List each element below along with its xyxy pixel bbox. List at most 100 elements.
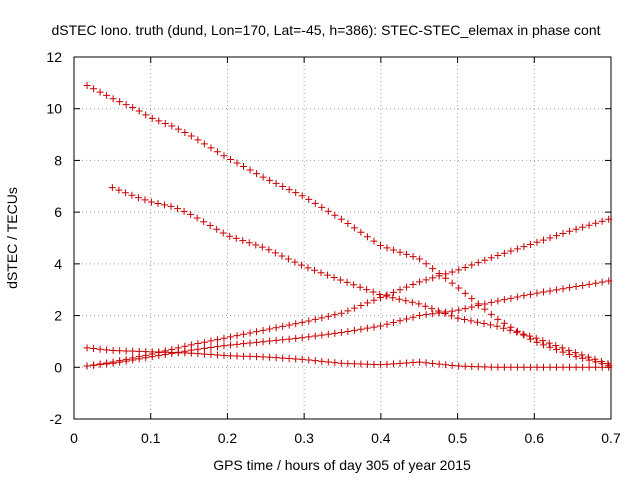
data-point [442, 308, 450, 316]
data-point [265, 246, 273, 254]
data-point [468, 295, 476, 303]
data-point [520, 243, 528, 251]
data-point [403, 315, 411, 323]
data-point [390, 288, 398, 296]
data-point [474, 259, 482, 267]
data-point [207, 344, 215, 352]
data-point [200, 350, 208, 358]
data-point [292, 189, 300, 197]
data-point [129, 104, 137, 112]
x-tick-label: 0.5 [448, 430, 468, 446]
data-point [579, 354, 587, 362]
data-point [383, 320, 391, 328]
data-point [429, 310, 437, 318]
data-point [526, 335, 534, 343]
data-point [219, 229, 227, 237]
data-point [278, 252, 286, 260]
data-point [487, 254, 495, 262]
data-point [207, 144, 215, 152]
data-point [566, 363, 574, 371]
data-point [259, 338, 267, 346]
x-tick-label: 0.2 [218, 430, 238, 446]
data-point [592, 363, 600, 371]
data-point [292, 355, 300, 363]
data-point [585, 221, 593, 229]
data-point [494, 363, 502, 371]
data-point [435, 360, 443, 368]
data-point [187, 210, 195, 218]
data-point [390, 246, 398, 254]
data-point [168, 122, 176, 130]
data-point [546, 363, 554, 371]
series-2 [108, 184, 612, 368]
data-point [259, 353, 267, 361]
data-point [605, 363, 613, 371]
data-point [533, 238, 541, 246]
data-point [180, 207, 188, 215]
data-point [135, 347, 143, 355]
y-tick-label: -2 [50, 411, 63, 427]
data-point [500, 324, 508, 332]
y-tick-label: 2 [54, 308, 62, 324]
data-point [455, 306, 463, 314]
data-point [559, 285, 567, 293]
data-point [376, 322, 384, 330]
data-point [507, 323, 515, 331]
data-point [148, 348, 156, 356]
data-point [337, 276, 345, 284]
data-point [363, 299, 371, 307]
data-point [480, 320, 488, 328]
x-tick-label: 0.4 [371, 430, 391, 446]
data-point [513, 363, 521, 371]
data-point [376, 241, 384, 249]
data-point [181, 128, 189, 136]
data-point [494, 251, 502, 259]
data-point [155, 348, 163, 356]
data-point [266, 325, 274, 333]
data-point [415, 300, 423, 308]
data-point [481, 300, 489, 308]
data-point [194, 136, 202, 144]
data-point [584, 353, 592, 361]
data-point [285, 335, 293, 343]
data-point [115, 186, 123, 194]
data-point [461, 263, 469, 271]
data-point [292, 320, 300, 328]
data-point [337, 215, 345, 223]
data-point [467, 317, 475, 325]
data-point [429, 359, 437, 367]
data-point [350, 224, 358, 232]
data-point [474, 302, 482, 310]
data-point [369, 288, 377, 296]
data-point [383, 244, 391, 252]
data-point [592, 219, 600, 227]
data-point [252, 241, 260, 249]
data-point [422, 311, 430, 319]
data-point [155, 117, 163, 125]
data-point [83, 362, 91, 370]
data-point [579, 363, 587, 371]
data-point [246, 329, 254, 337]
data-point [546, 343, 554, 351]
data-point [487, 310, 495, 318]
data-point [226, 333, 234, 341]
data-point [193, 214, 201, 222]
data-point [129, 347, 137, 355]
data-point [259, 173, 267, 181]
data-point [311, 199, 319, 207]
data-point [468, 261, 476, 269]
data-point [520, 292, 528, 300]
data-point [539, 337, 547, 345]
data-point [474, 363, 482, 371]
data-point [390, 319, 398, 327]
data-point [513, 293, 521, 301]
data-point [533, 289, 541, 297]
data-point [96, 361, 104, 369]
data-point [546, 234, 554, 242]
data-point [416, 312, 424, 320]
data-point [213, 351, 221, 359]
data-point [454, 314, 462, 322]
data-point [539, 288, 547, 296]
data-point [448, 361, 456, 369]
